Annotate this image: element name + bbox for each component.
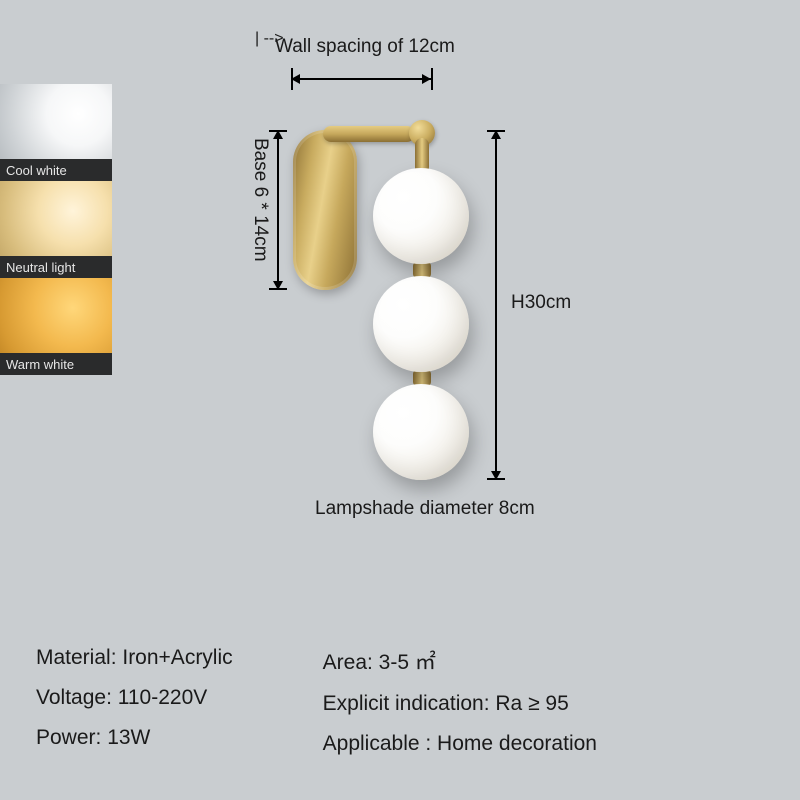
arrow-icon xyxy=(291,74,300,84)
lamp-base-plate xyxy=(293,130,357,290)
lamp-globe xyxy=(373,384,469,480)
swatch-neutral-light xyxy=(0,181,112,256)
dim-tick xyxy=(269,288,287,290)
spec-col-left: Material: Iron+Acrylic Voltage: 110-220V… xyxy=(36,646,233,756)
swatch-label-bar: Cool white xyxy=(0,159,112,181)
swatch-warm-label: Warm white xyxy=(6,357,74,372)
product-diagram: | --> Wall spacing of 12cm Base 6 * 14cm… xyxy=(255,30,595,570)
lamp-globe xyxy=(373,168,469,264)
spec-voltage: Voltage: 110-220V xyxy=(36,686,233,710)
dim-line xyxy=(495,130,497,480)
dim-line xyxy=(291,78,431,80)
swatch-label-bar: Warm white xyxy=(0,353,112,375)
arrow-icon xyxy=(491,130,501,139)
spec-material: Material: Iron+Acrylic xyxy=(36,646,233,670)
spec-cri: Explicit indication: Ra ≥ 95 xyxy=(323,692,597,716)
arrow-icon xyxy=(422,74,431,84)
spec-area: Area: 3-5 ㎡ xyxy=(323,646,597,676)
dim-tick xyxy=(487,478,505,480)
swatch-cool-label: Cool white xyxy=(6,163,67,178)
arrow-icon xyxy=(273,130,283,139)
color-temp-swatches: Cool white Neutral light Warm white xyxy=(0,84,112,353)
dim-height-label: H30cm xyxy=(511,292,571,314)
dim-tick xyxy=(431,68,433,90)
dim-wall-spacing-label: Wall spacing of 12cm xyxy=(275,36,455,58)
spec-list: Material: Iron+Acrylic Voltage: 110-220V… xyxy=(36,646,764,756)
spec-power: Power: 13W xyxy=(36,726,233,750)
dim-line xyxy=(277,130,279,290)
dim-base-label: Base 6 * 14cm xyxy=(249,138,271,262)
swatch-warm-white xyxy=(0,278,112,353)
swatch-cool-white xyxy=(0,84,112,159)
swatch-neutral-label: Neutral light xyxy=(6,260,75,275)
swatch-label-bar: Neutral light xyxy=(0,256,112,278)
lamp-arm xyxy=(323,126,415,142)
lamp-globe xyxy=(373,276,469,372)
spec-col-right: Area: 3-5 ㎡ Explicit indication: Ra ≥ 95… xyxy=(323,646,597,756)
dim-shade-label: Lampshade diameter 8cm xyxy=(315,498,535,520)
spec-app: Applicable : Home decoration xyxy=(323,732,597,756)
